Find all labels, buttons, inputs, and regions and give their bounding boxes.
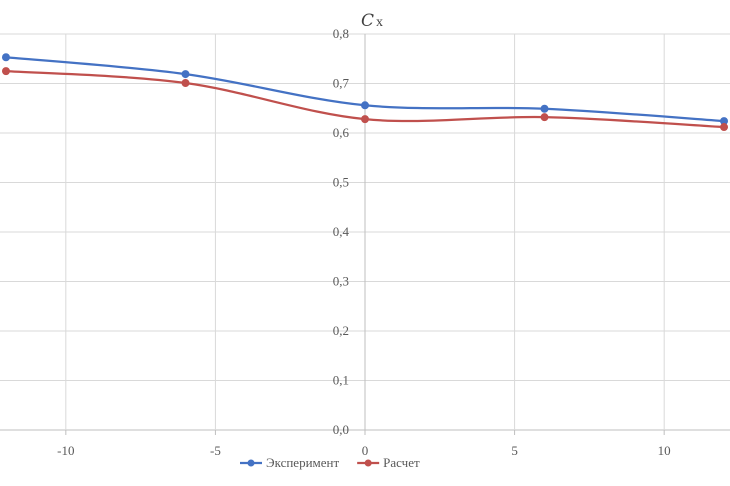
x-tick-label: -5 bbox=[210, 443, 221, 458]
data-point bbox=[540, 113, 549, 122]
y-tick-label: 0,4 bbox=[333, 224, 350, 239]
x-axis: -10 -5 0 5 10 bbox=[57, 430, 671, 458]
data-point bbox=[361, 101, 369, 110]
x-tick-label: 5 bbox=[511, 443, 518, 458]
legend-label: Расчет bbox=[383, 455, 420, 470]
y-axis: 0,0 0,1 0,2 0,3 0,4 0,5 0,6 0,7 0,8 bbox=[333, 26, 350, 437]
data-point bbox=[1, 53, 10, 62]
y-axis-label-sub: x bbox=[376, 15, 383, 30]
y-tick-label: 0,2 bbox=[333, 323, 349, 338]
x-tick-label: 10 bbox=[658, 443, 671, 458]
data-point bbox=[540, 104, 549, 113]
legend: Эксперимент Расчет bbox=[240, 455, 420, 470]
data-point bbox=[1, 67, 10, 76]
data-point bbox=[720, 123, 729, 132]
y-tick-label: 0,1 bbox=[333, 373, 349, 388]
x-tick-label: -10 bbox=[57, 443, 74, 458]
y-tick-label: 0,6 bbox=[333, 125, 350, 140]
y-tick-label: 0,3 bbox=[333, 274, 349, 289]
series-group bbox=[1, 53, 729, 132]
legend-label: Эксперимент bbox=[266, 455, 339, 470]
grid-lines bbox=[0, 33, 730, 431]
legend-marker bbox=[364, 459, 372, 467]
y-tick-label: 0,7 bbox=[333, 76, 350, 91]
y-axis-label-main: C bbox=[361, 11, 374, 31]
y-tick-label: 0,8 bbox=[333, 26, 349, 41]
data-point bbox=[361, 115, 369, 124]
legend-marker bbox=[247, 459, 255, 467]
x-tick-label: 0 bbox=[362, 443, 369, 458]
data-point bbox=[181, 79, 190, 88]
data-point bbox=[181, 70, 190, 79]
y-tick-label: 0,0 bbox=[333, 422, 349, 437]
y-tick-label: 0,5 bbox=[333, 175, 349, 190]
